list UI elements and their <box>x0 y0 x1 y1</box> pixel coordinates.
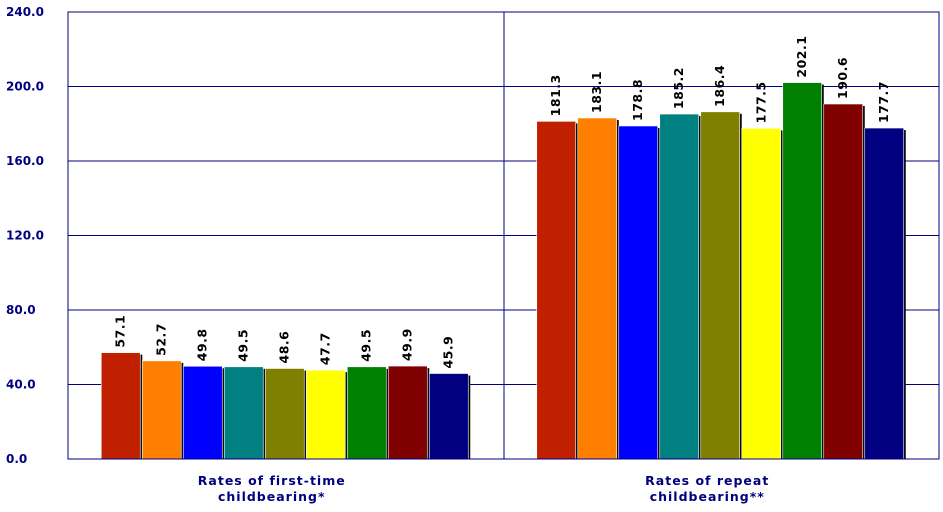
bar-group <box>100 82 906 460</box>
y-tick-label: 120.0 <box>6 229 44 243</box>
category-label: childbearing* <box>218 489 326 504</box>
value-label: 49.9 <box>400 328 415 361</box>
value-label: 178.8 <box>630 79 645 121</box>
value-label: 52.7 <box>154 323 169 356</box>
value-labels: 57.1 52.7 49.8 49.5 48.6 47.7 49.5 49.9 45.9 181.… <box>113 36 892 369</box>
category-label: childbearing** <box>650 489 765 504</box>
value-label: 49.5 <box>236 329 251 362</box>
y-axis-ticks: 0.0 40.0 80.0 120.0 160.0 200.0 240.0 <box>6 5 44 466</box>
y-tick-label: 80.0 <box>6 303 36 317</box>
category-label: Rates of first-time <box>198 473 346 488</box>
bar <box>100 352 141 460</box>
y-tick-label: 40.0 <box>6 378 36 392</box>
bar <box>741 128 782 460</box>
bar <box>346 366 387 460</box>
value-label: 48.6 <box>277 331 292 364</box>
value-label: 49.5 <box>359 329 374 362</box>
value-label: 202.1 <box>794 36 809 78</box>
y-tick-label: 0.0 <box>6 452 27 466</box>
bar <box>577 117 618 460</box>
bar <box>823 103 864 460</box>
bar <box>141 360 182 460</box>
value-label: 49.8 <box>195 328 210 361</box>
value-label: 177.7 <box>876 81 891 123</box>
bar <box>782 82 823 460</box>
y-tick-label: 160.0 <box>6 154 44 168</box>
bar <box>618 125 659 460</box>
bar <box>700 111 741 460</box>
value-label: 47.7 <box>318 332 333 365</box>
category-label: Rates of repeat <box>645 473 769 488</box>
bar <box>223 366 264 460</box>
value-label: 181.3 <box>548 74 563 116</box>
y-tick-label: 240.0 <box>6 5 44 19</box>
value-label: 185.2 <box>671 67 686 109</box>
value-label: 45.9 <box>441 336 456 369</box>
bar <box>864 127 905 460</box>
plot-frame <box>67 11 940 460</box>
value-label: 183.1 <box>589 71 604 113</box>
bar <box>536 121 577 460</box>
y-tick-label: 200.0 <box>6 80 44 94</box>
value-label: 57.1 <box>113 315 128 348</box>
value-label: 177.5 <box>753 81 768 123</box>
bar <box>182 365 223 460</box>
bar <box>264 368 305 460</box>
bar <box>387 365 428 460</box>
bar <box>659 113 700 460</box>
value-label: 190.6 <box>835 57 850 99</box>
value-label: 186.4 <box>712 65 727 107</box>
bar <box>305 369 346 460</box>
bar <box>428 373 469 460</box>
